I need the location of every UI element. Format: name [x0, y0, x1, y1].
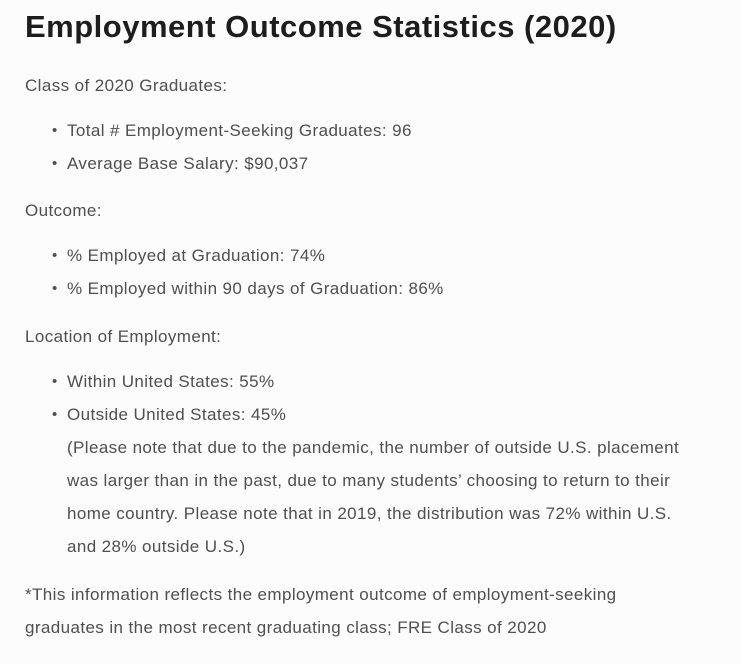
list-item-text: % Employed at Graduation: 74% — [67, 246, 326, 266]
footnote: *This information reflects the employmen… — [25, 584, 617, 637]
bullet-icon: • — [52, 247, 58, 265]
section-label-outcome: Outcome: — [25, 201, 102, 221]
list-item-text: Total # Employment-Seeking Graduates: 96 — [67, 120, 412, 140]
section-label-location: Location of Employment: — [25, 326, 222, 346]
bullet-list-location: • Within United States: 55% • Outside Un… — [25, 365, 713, 564]
list-item-employed-within-90-days: • % Employed within 90 days of Graduatio… — [52, 272, 713, 305]
section-location-of-employment: Location of Employment: • Within United … — [25, 320, 713, 564]
list-item-text: Average Base Salary: $90,037 — [67, 154, 309, 174]
list-item-employed-at-graduation: • % Employed at Graduation: 74% — [52, 239, 713, 272]
bullet-icon: • — [52, 155, 58, 173]
list-item-text: Within United States: 55% — [67, 371, 275, 391]
section-label-class-of-2020: Class of 2020 Graduates: — [25, 75, 228, 95]
bullet-icon: • — [52, 405, 58, 423]
bullet-list-outcome: • % Employed at Graduation: 74% • % Empl… — [25, 239, 713, 305]
list-item-text: % Employed within 90 days of Graduation:… — [67, 279, 444, 299]
section-outcome: Outcome: • % Employed at Graduation: 74%… — [25, 194, 713, 305]
pandemic-note: (Please note that due to the pandemic, t… — [67, 438, 680, 557]
section-class-of-2020-graduates: Class of 2020 Graduates: • Total # Emplo… — [25, 69, 713, 180]
bullet-icon: • — [52, 372, 58, 390]
list-item-text: Outside United States: 45% — [67, 404, 287, 424]
list-item-within-us: • Within United States: 55% — [52, 365, 713, 398]
list-item-total-graduates: • Total # Employment-Seeking Graduates: … — [52, 114, 713, 147]
bullet-list-class-of-2020: • Total # Employment-Seeking Graduates: … — [25, 114, 713, 180]
bullet-icon: • — [52, 121, 58, 139]
list-item-outside-us: • Outside United States: 45% (Please not… — [52, 398, 713, 564]
page-title: Employment Outcome Statistics (2020) — [25, 9, 617, 44]
bullet-icon: • — [52, 280, 58, 298]
list-item-average-base-salary: • Average Base Salary: $90,037 — [52, 147, 713, 180]
